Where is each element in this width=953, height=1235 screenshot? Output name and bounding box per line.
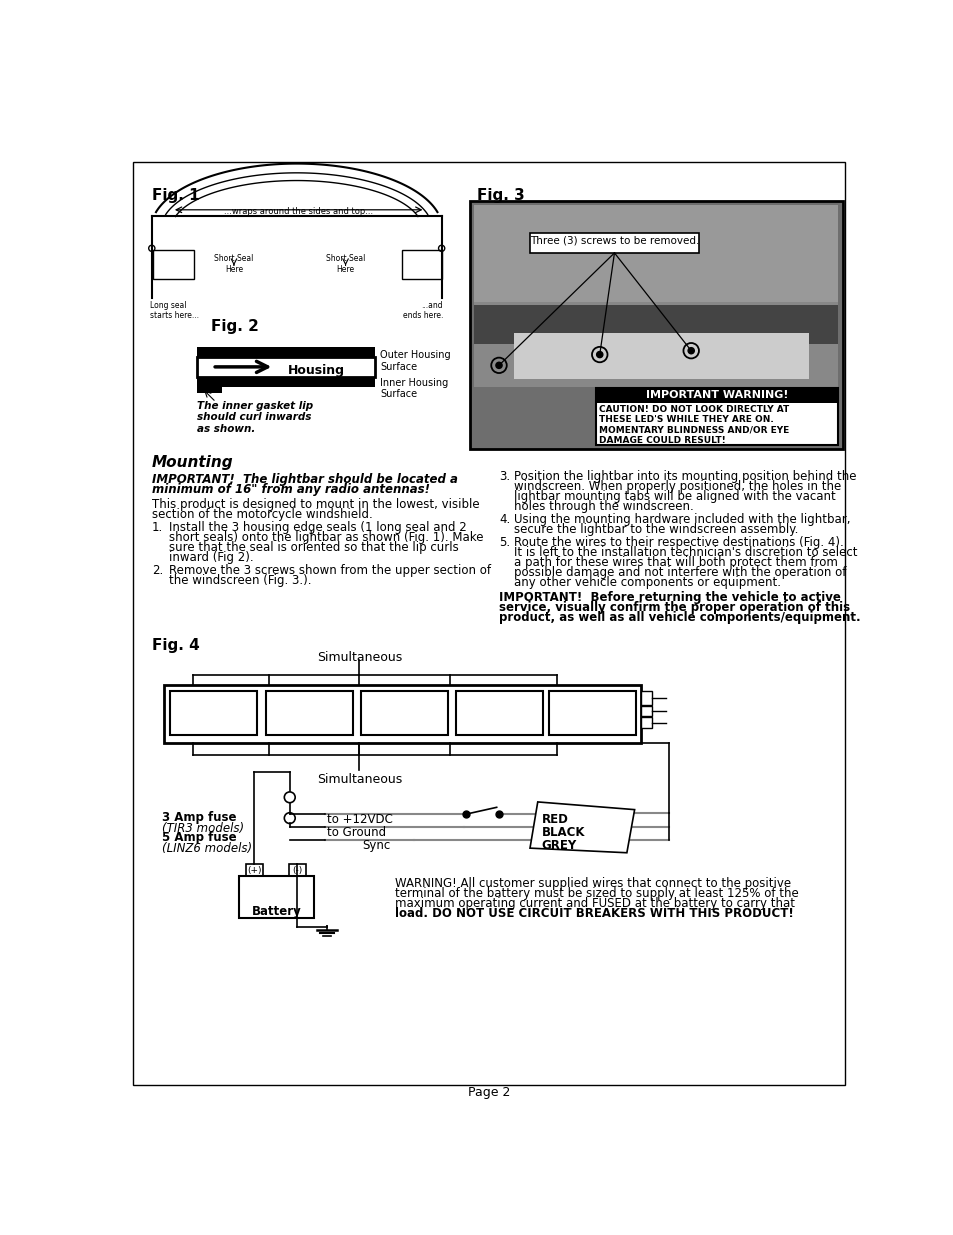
Text: Fig. 3: Fig. 3 — [476, 188, 524, 204]
Text: 1.: 1. — [152, 521, 163, 534]
Text: 2.: 2. — [152, 564, 163, 577]
Bar — [549, 692, 636, 735]
Text: RED: RED — [541, 813, 568, 826]
Text: 4.: 4. — [498, 514, 510, 526]
Text: (TIR3 models): (TIR3 models) — [162, 823, 244, 835]
Text: minimum of 16" from any radio antennas!: minimum of 16" from any radio antennas! — [152, 483, 430, 496]
Bar — [474, 303, 838, 387]
Text: (LINZ6 models): (LINZ6 models) — [162, 842, 252, 855]
Text: Page 2: Page 2 — [467, 1086, 510, 1099]
Text: Fig. 4: Fig. 4 — [152, 638, 199, 653]
Bar — [164, 685, 640, 742]
Text: Battery: Battery — [252, 905, 301, 918]
Text: Route the wires to their respective destinations (Fig. 4).: Route the wires to their respective dest… — [514, 536, 843, 550]
Bar — [196, 347, 375, 357]
Text: secure the lightbar to the windscreen assembly.: secure the lightbar to the windscreen as… — [514, 524, 798, 536]
Bar — [402, 249, 442, 279]
Text: sure that the seal is oriented so that the lip curls: sure that the seal is oriented so that t… — [169, 541, 458, 555]
Text: IMPORTANT!  Before returning the vehicle to active: IMPORTANT! Before returning the vehicle … — [498, 592, 840, 604]
Bar — [596, 389, 838, 446]
Bar — [640, 705, 652, 716]
Text: windscreen. When properly positioned, the holes in the: windscreen. When properly positioned, th… — [514, 480, 841, 493]
Bar — [360, 692, 447, 735]
Text: to Ground: to Ground — [327, 826, 386, 839]
Text: Housing: Housing — [288, 364, 345, 377]
Text: maximum operating current and FUSED at the battery to carry that: maximum operating current and FUSED at t… — [395, 897, 794, 910]
Bar — [171, 692, 257, 735]
Text: Inner Housing
Surface: Inner Housing Surface — [380, 378, 448, 399]
Bar — [474, 205, 838, 305]
Bar — [153, 249, 193, 279]
Text: 3.: 3. — [498, 471, 510, 483]
Bar — [596, 389, 838, 403]
Text: 5 Amp fuse: 5 Amp fuse — [162, 831, 236, 845]
Text: The inner gasket lip
should curl inwards
as shown.: The inner gasket lip should curl inwards… — [196, 401, 313, 433]
Text: section of the motorcycle windshield.: section of the motorcycle windshield. — [152, 508, 373, 521]
Text: This product is designed to mount in the lowest, visible: This product is designed to mount in the… — [152, 498, 479, 511]
Text: holes through the windscreen.: holes through the windscreen. — [514, 500, 694, 513]
Bar — [196, 357, 375, 377]
Text: lightbar mounting tabs will be aligned with the vacant: lightbar mounting tabs will be aligned w… — [514, 490, 836, 503]
Bar — [469, 200, 842, 448]
Text: BLACK: BLACK — [541, 826, 584, 839]
Text: Position the lightbar into its mounting position behind the: Position the lightbar into its mounting … — [514, 471, 856, 483]
Circle shape — [496, 362, 501, 368]
Text: the windscreen (Fig. 3.).: the windscreen (Fig. 3.). — [169, 574, 311, 587]
Text: possible damage and not interfere with the operation of: possible damage and not interfere with t… — [514, 567, 846, 579]
Text: IMPORTANT WARNING!: IMPORTANT WARNING! — [645, 390, 787, 400]
Text: Fig. 1: Fig. 1 — [152, 188, 199, 204]
Text: ...and
ends here.: ...and ends here. — [402, 300, 443, 320]
Text: ...wraps around the sides and top...: ...wraps around the sides and top... — [224, 206, 374, 216]
Text: load. DO NOT USE CIRCUIT BREAKERS WITH THIS PRODUCT!: load. DO NOT USE CIRCUIT BREAKERS WITH T… — [395, 906, 793, 920]
Text: Install the 3 housing edge seals (1 long seal and 2: Install the 3 housing edge seals (1 long… — [169, 521, 466, 534]
Bar — [266, 692, 353, 735]
Bar — [196, 377, 375, 387]
Text: CAUTION! DO NOT LOOK DIRECTLY AT
THESE LED'S WHILE THEY ARE ON.
MOMENTARY BLINDN: CAUTION! DO NOT LOOK DIRECTLY AT THESE L… — [598, 405, 788, 445]
Bar — [514, 333, 808, 379]
Text: Three (3) screws to be removed.: Three (3) screws to be removed. — [529, 236, 699, 246]
Text: Remove the 3 screws shown from the upper section of: Remove the 3 screws shown from the upper… — [169, 564, 491, 577]
Text: It is left to the installation technician's discretion to select: It is left to the installation technicia… — [514, 546, 857, 559]
Text: product, as well as all vehicle components/equipment.: product, as well as all vehicle componen… — [498, 611, 860, 624]
Text: Short Seal
Here: Short Seal Here — [326, 254, 365, 274]
Text: IMPORTANT!  The lightbar should be located a: IMPORTANT! The lightbar should be locate… — [152, 473, 457, 487]
Text: to +12VDC: to +12VDC — [327, 813, 393, 826]
Circle shape — [687, 347, 694, 353]
Bar — [239, 876, 314, 918]
Text: short seals) onto the lightbar as shown (Fig. 1). Make: short seals) onto the lightbar as shown … — [169, 531, 483, 543]
Bar — [196, 387, 221, 393]
Text: GREY: GREY — [541, 839, 577, 852]
Bar — [456, 692, 542, 735]
Text: inward (Fig 2).: inward (Fig 2). — [169, 551, 253, 564]
Text: WARNING! All customer supplied wires that connect to the positive: WARNING! All customer supplied wires tha… — [395, 877, 790, 889]
Text: Simultaneous: Simultaneous — [316, 651, 402, 664]
Text: (-): (-) — [292, 866, 302, 874]
Text: Mounting: Mounting — [152, 454, 233, 469]
Text: any other vehicle components or equipment.: any other vehicle components or equipmen… — [514, 577, 781, 589]
Text: Short Seal
Here: Short Seal Here — [214, 254, 253, 274]
Bar — [245, 864, 262, 876]
Bar — [289, 864, 306, 876]
Bar — [474, 305, 838, 343]
Text: Outer Housing
Surface: Outer Housing Surface — [380, 350, 451, 372]
Text: (+): (+) — [247, 866, 261, 874]
Bar — [530, 233, 699, 253]
Text: 3 Amp fuse: 3 Amp fuse — [162, 811, 236, 824]
Text: service, visually confirm the proper operation of this: service, visually confirm the proper ope… — [498, 601, 849, 614]
Circle shape — [596, 352, 602, 358]
Text: Long seal
starts here...: Long seal starts here... — [150, 300, 199, 320]
Polygon shape — [530, 802, 634, 852]
Text: Fig. 2: Fig. 2 — [211, 319, 258, 335]
Text: Simultaneous: Simultaneous — [316, 773, 402, 787]
Text: terminal of the battery must be sized to supply at least 125% of the: terminal of the battery must be sized to… — [395, 887, 798, 899]
Bar — [640, 718, 652, 727]
Bar — [640, 692, 652, 705]
Text: 5.: 5. — [498, 536, 510, 550]
Text: a path for these wires that will both protect them from: a path for these wires that will both pr… — [514, 556, 838, 569]
Text: Using the mounting hardware included with the lightbar,: Using the mounting hardware included wit… — [514, 514, 850, 526]
Text: Sync: Sync — [362, 839, 390, 852]
